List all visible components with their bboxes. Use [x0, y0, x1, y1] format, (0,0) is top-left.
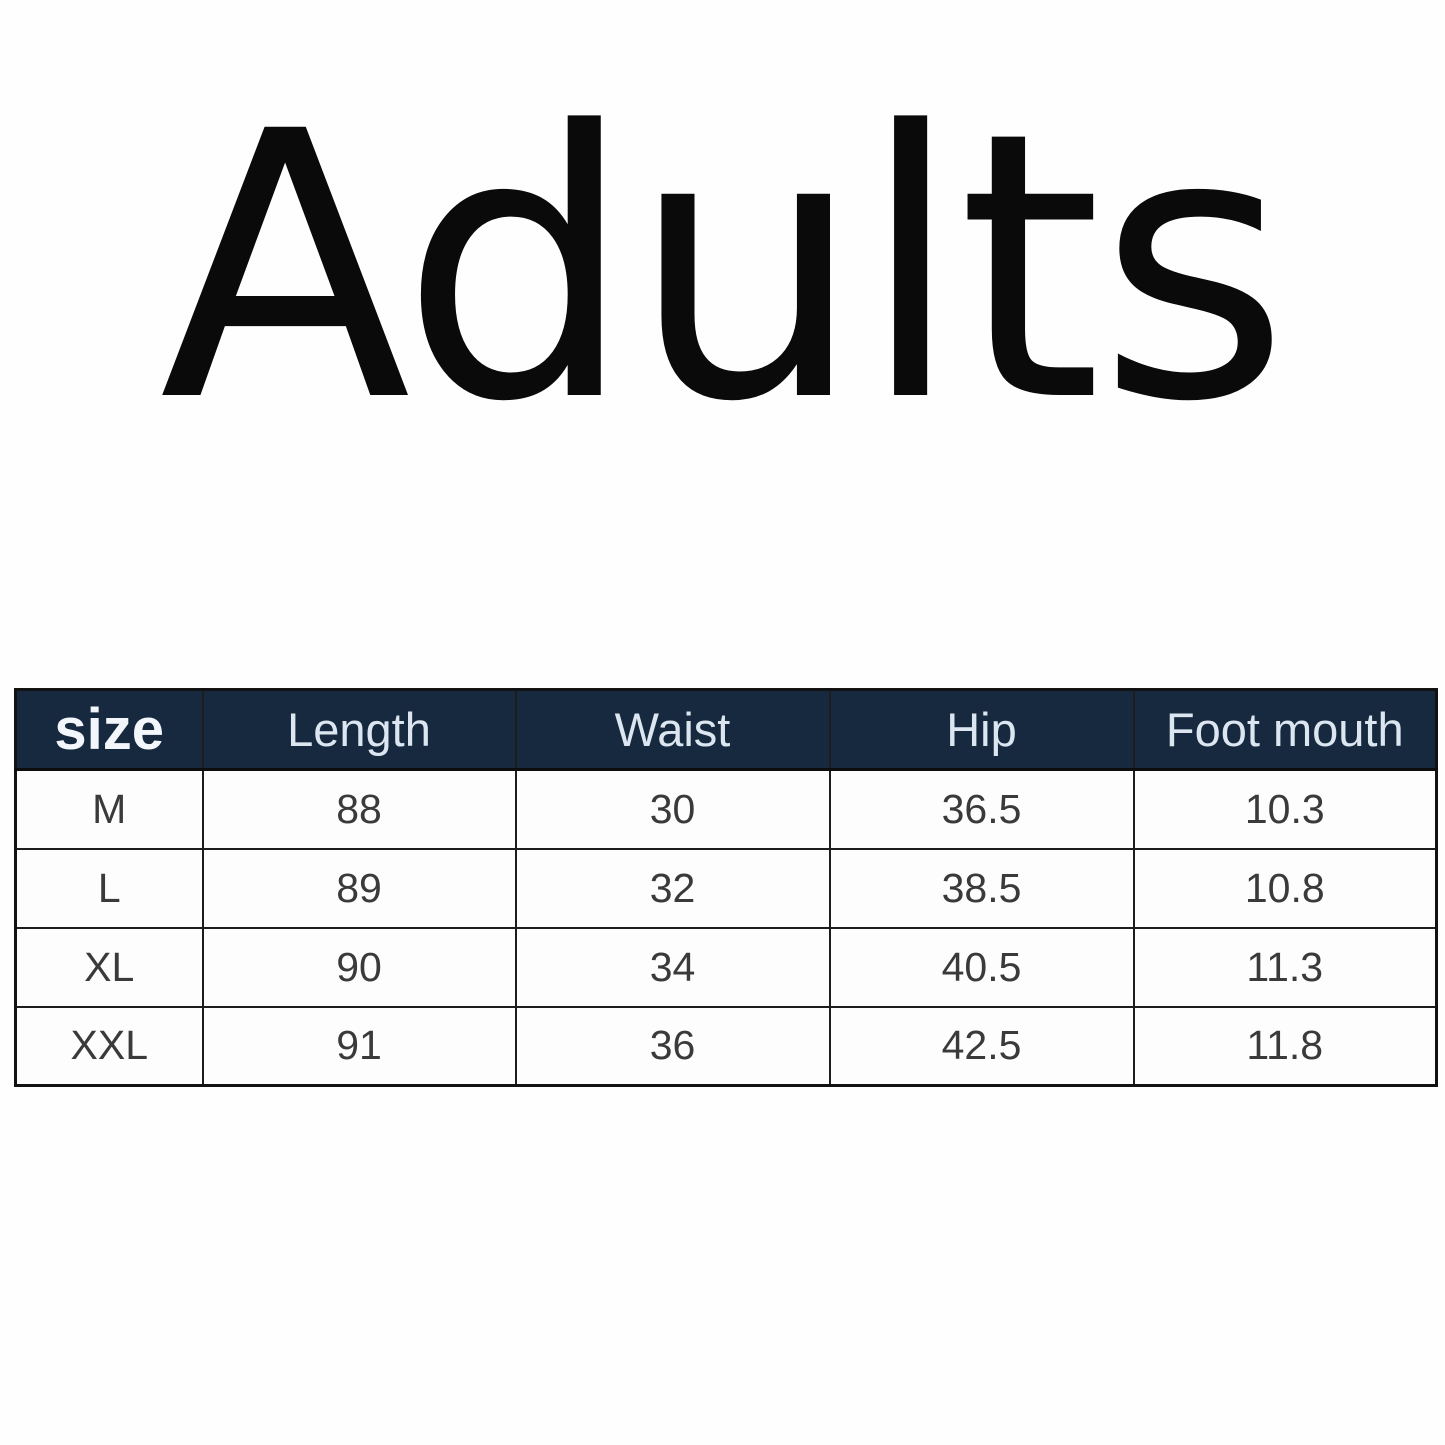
cell-size-label: M	[14, 768, 204, 850]
cell-waist: 30	[514, 768, 831, 850]
cell-length: 89	[201, 847, 517, 929]
table-row-xxl: XXL 91 36 42.5 11.8	[14, 1005, 1438, 1087]
header-cell-foot-mouth: Foot mouth	[1132, 688, 1438, 771]
header-cell-size: size	[14, 688, 204, 771]
cell-hip: 38.5	[828, 847, 1135, 929]
cell-hip: 40.5	[828, 926, 1135, 1008]
cell-foot-mouth: 10.8	[1132, 847, 1438, 929]
size-chart-table: size Length Waist Hip Foot mouth M 88 30…	[14, 688, 1438, 1087]
cell-hip: 36.5	[828, 768, 1135, 850]
header-cell-waist: Waist	[514, 688, 831, 771]
header-cell-length: Length	[201, 688, 517, 771]
table-row-m: M 88 30 36.5 10.3	[14, 768, 1438, 850]
cell-foot-mouth: 10.3	[1132, 768, 1438, 850]
cell-size-label: L	[14, 847, 204, 929]
table-row-l: L 89 32 38.5 10.8	[14, 847, 1438, 929]
header-row: size Length Waist Hip Foot mouth	[14, 688, 1438, 771]
cell-length: 90	[201, 926, 517, 1008]
cell-hip: 42.5	[828, 1005, 1135, 1087]
cell-foot-mouth: 11.8	[1132, 1005, 1438, 1087]
cell-length: 88	[201, 768, 517, 850]
cell-size-label: XXL	[14, 1005, 204, 1087]
cell-waist: 36	[514, 1005, 831, 1087]
cell-foot-mouth: 11.3	[1132, 926, 1438, 1008]
page-title: Adults	[159, 53, 1289, 482]
cell-size-label: XL	[14, 926, 204, 1008]
header-cell-hip: Hip	[828, 688, 1135, 771]
table-row-xl: XL 90 34 40.5 11.3	[14, 926, 1438, 1008]
cell-length: 91	[201, 1005, 517, 1087]
cell-waist: 34	[514, 926, 831, 1008]
cell-waist: 32	[514, 847, 831, 929]
